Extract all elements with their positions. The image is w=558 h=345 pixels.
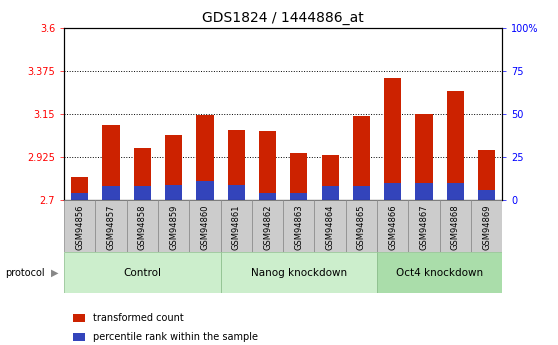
Text: ▶: ▶: [51, 268, 59, 277]
Title: GDS1824 / 1444886_at: GDS1824 / 1444886_at: [203, 11, 364, 25]
Text: GSM94862: GSM94862: [263, 204, 272, 250]
Text: GSM94858: GSM94858: [138, 204, 147, 250]
Bar: [478, 190, 495, 200]
Bar: [165, 185, 182, 200]
Bar: [283, 200, 315, 252]
Bar: [446, 91, 464, 200]
Bar: [384, 78, 401, 200]
Bar: [134, 186, 151, 200]
Bar: [103, 125, 120, 200]
Bar: [346, 200, 377, 252]
Bar: [384, 183, 401, 200]
Bar: [478, 150, 495, 200]
Bar: [228, 130, 245, 200]
Bar: [196, 115, 214, 200]
Bar: [95, 200, 127, 252]
Text: Nanog knockdown: Nanog knockdown: [251, 268, 347, 277]
Bar: [415, 183, 432, 200]
Bar: [290, 153, 307, 200]
Text: Control: Control: [123, 268, 161, 277]
Bar: [321, 186, 339, 200]
Bar: [321, 155, 339, 200]
Bar: [220, 252, 377, 293]
Text: GSM94869: GSM94869: [482, 204, 491, 250]
Text: GSM94865: GSM94865: [357, 204, 366, 250]
Bar: [415, 114, 432, 200]
Bar: [196, 181, 214, 200]
Text: GSM94868: GSM94868: [451, 204, 460, 250]
Text: GSM94857: GSM94857: [107, 204, 116, 250]
Text: GSM94860: GSM94860: [200, 204, 209, 250]
Text: Oct4 knockdown: Oct4 knockdown: [396, 268, 483, 277]
Bar: [64, 252, 220, 293]
Bar: [189, 200, 220, 252]
Bar: [252, 200, 283, 252]
Bar: [471, 200, 502, 252]
Bar: [134, 148, 151, 200]
Bar: [353, 186, 370, 200]
Bar: [259, 193, 276, 200]
Bar: [165, 135, 182, 200]
Bar: [290, 193, 307, 200]
Bar: [440, 200, 471, 252]
Bar: [377, 200, 408, 252]
Text: GSM94867: GSM94867: [420, 204, 429, 250]
Bar: [228, 185, 245, 200]
Text: GSM94863: GSM94863: [294, 204, 304, 250]
Text: GSM94864: GSM94864: [326, 204, 335, 250]
Bar: [315, 200, 346, 252]
Text: GSM94866: GSM94866: [388, 204, 397, 250]
Bar: [408, 200, 440, 252]
Bar: [103, 186, 120, 200]
Bar: [353, 116, 370, 200]
Text: GSM94861: GSM94861: [232, 204, 240, 250]
Bar: [127, 200, 158, 252]
Text: GSM94859: GSM94859: [169, 204, 178, 250]
Bar: [158, 200, 189, 252]
Bar: [377, 252, 502, 293]
Text: percentile rank within the sample: percentile rank within the sample: [93, 332, 258, 342]
Bar: [220, 200, 252, 252]
Text: GSM94856: GSM94856: [75, 204, 84, 250]
Bar: [71, 193, 88, 200]
Text: transformed count: transformed count: [93, 313, 184, 323]
Bar: [64, 200, 95, 252]
Bar: [71, 177, 88, 200]
Bar: [259, 131, 276, 200]
Text: protocol: protocol: [6, 268, 45, 277]
Bar: [446, 183, 464, 200]
